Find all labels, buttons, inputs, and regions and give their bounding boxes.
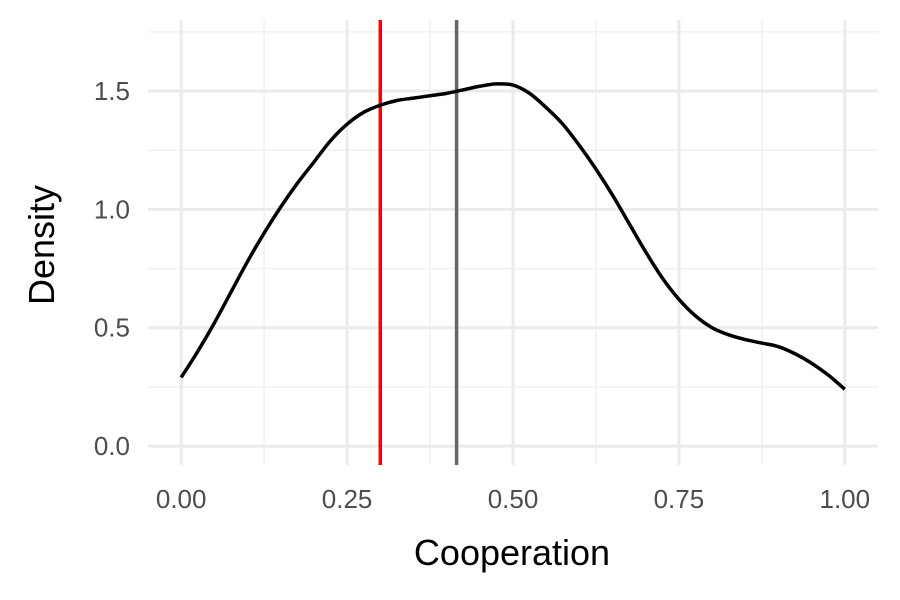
series xyxy=(179,82,846,391)
density-curve xyxy=(179,82,846,391)
x-tick-label: 0.00 xyxy=(156,484,207,514)
x-tick-label: 0.75 xyxy=(654,484,705,514)
y-tick-label: 1.0 xyxy=(94,194,130,224)
y-tick-label: 1.5 xyxy=(94,76,130,106)
y-axis-title: Density xyxy=(21,185,62,305)
tick-labels: 0.00 0.25 0.50 0.75 1.00 0.0 0.5 1.0 1.5 xyxy=(94,76,870,514)
y-tick-label: 0.0 xyxy=(94,431,130,461)
y-tick-label: 0.5 xyxy=(94,313,130,343)
grid xyxy=(148,20,878,465)
reference-lines xyxy=(378,20,459,465)
x-tick-label: 0.25 xyxy=(322,484,373,514)
x-axis-title: Cooperation xyxy=(414,532,610,573)
x-tick-label: 1.00 xyxy=(820,484,871,514)
x-tick-label: 0.50 xyxy=(488,484,539,514)
